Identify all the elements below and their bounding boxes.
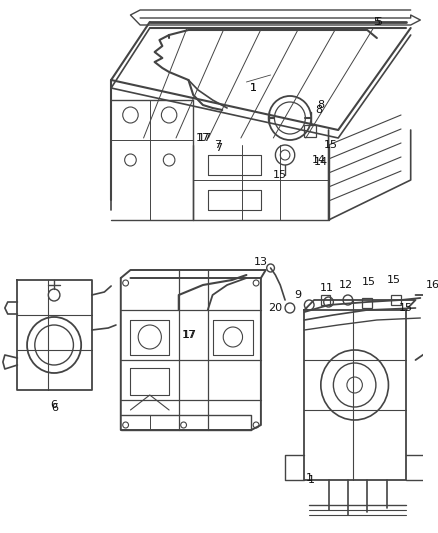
Text: 1: 1: [250, 83, 257, 93]
Text: 11: 11: [320, 283, 334, 293]
Text: 15: 15: [399, 303, 413, 313]
Bar: [304, 125, 316, 137]
Text: 9: 9: [294, 290, 301, 300]
Text: 13: 13: [254, 257, 268, 267]
Text: 20: 20: [268, 303, 283, 313]
Text: 6: 6: [52, 403, 59, 413]
Text: 6: 6: [51, 400, 58, 410]
Text: 8: 8: [315, 105, 322, 115]
Text: 16: 16: [426, 280, 438, 290]
Text: 7: 7: [214, 140, 221, 150]
Text: 1: 1: [307, 475, 314, 485]
Text: 17: 17: [181, 330, 195, 340]
Text: 14: 14: [312, 155, 326, 165]
Text: 5: 5: [375, 17, 382, 27]
Text: 15: 15: [387, 275, 401, 285]
Text: 1: 1: [250, 83, 257, 93]
Text: 12: 12: [339, 280, 353, 290]
Text: 17: 17: [184, 330, 198, 340]
Text: 15: 15: [362, 277, 376, 287]
Bar: [392, 295, 401, 305]
Text: 17: 17: [198, 133, 212, 143]
Text: 5: 5: [373, 17, 380, 27]
Text: 15: 15: [324, 140, 338, 150]
Text: 17: 17: [196, 133, 210, 143]
Text: 7: 7: [215, 143, 222, 153]
Bar: [321, 295, 331, 305]
Text: 1: 1: [306, 473, 313, 483]
Text: 15: 15: [273, 170, 287, 180]
Text: 8: 8: [317, 100, 325, 110]
Text: 14: 14: [314, 157, 328, 167]
Bar: [362, 298, 372, 308]
